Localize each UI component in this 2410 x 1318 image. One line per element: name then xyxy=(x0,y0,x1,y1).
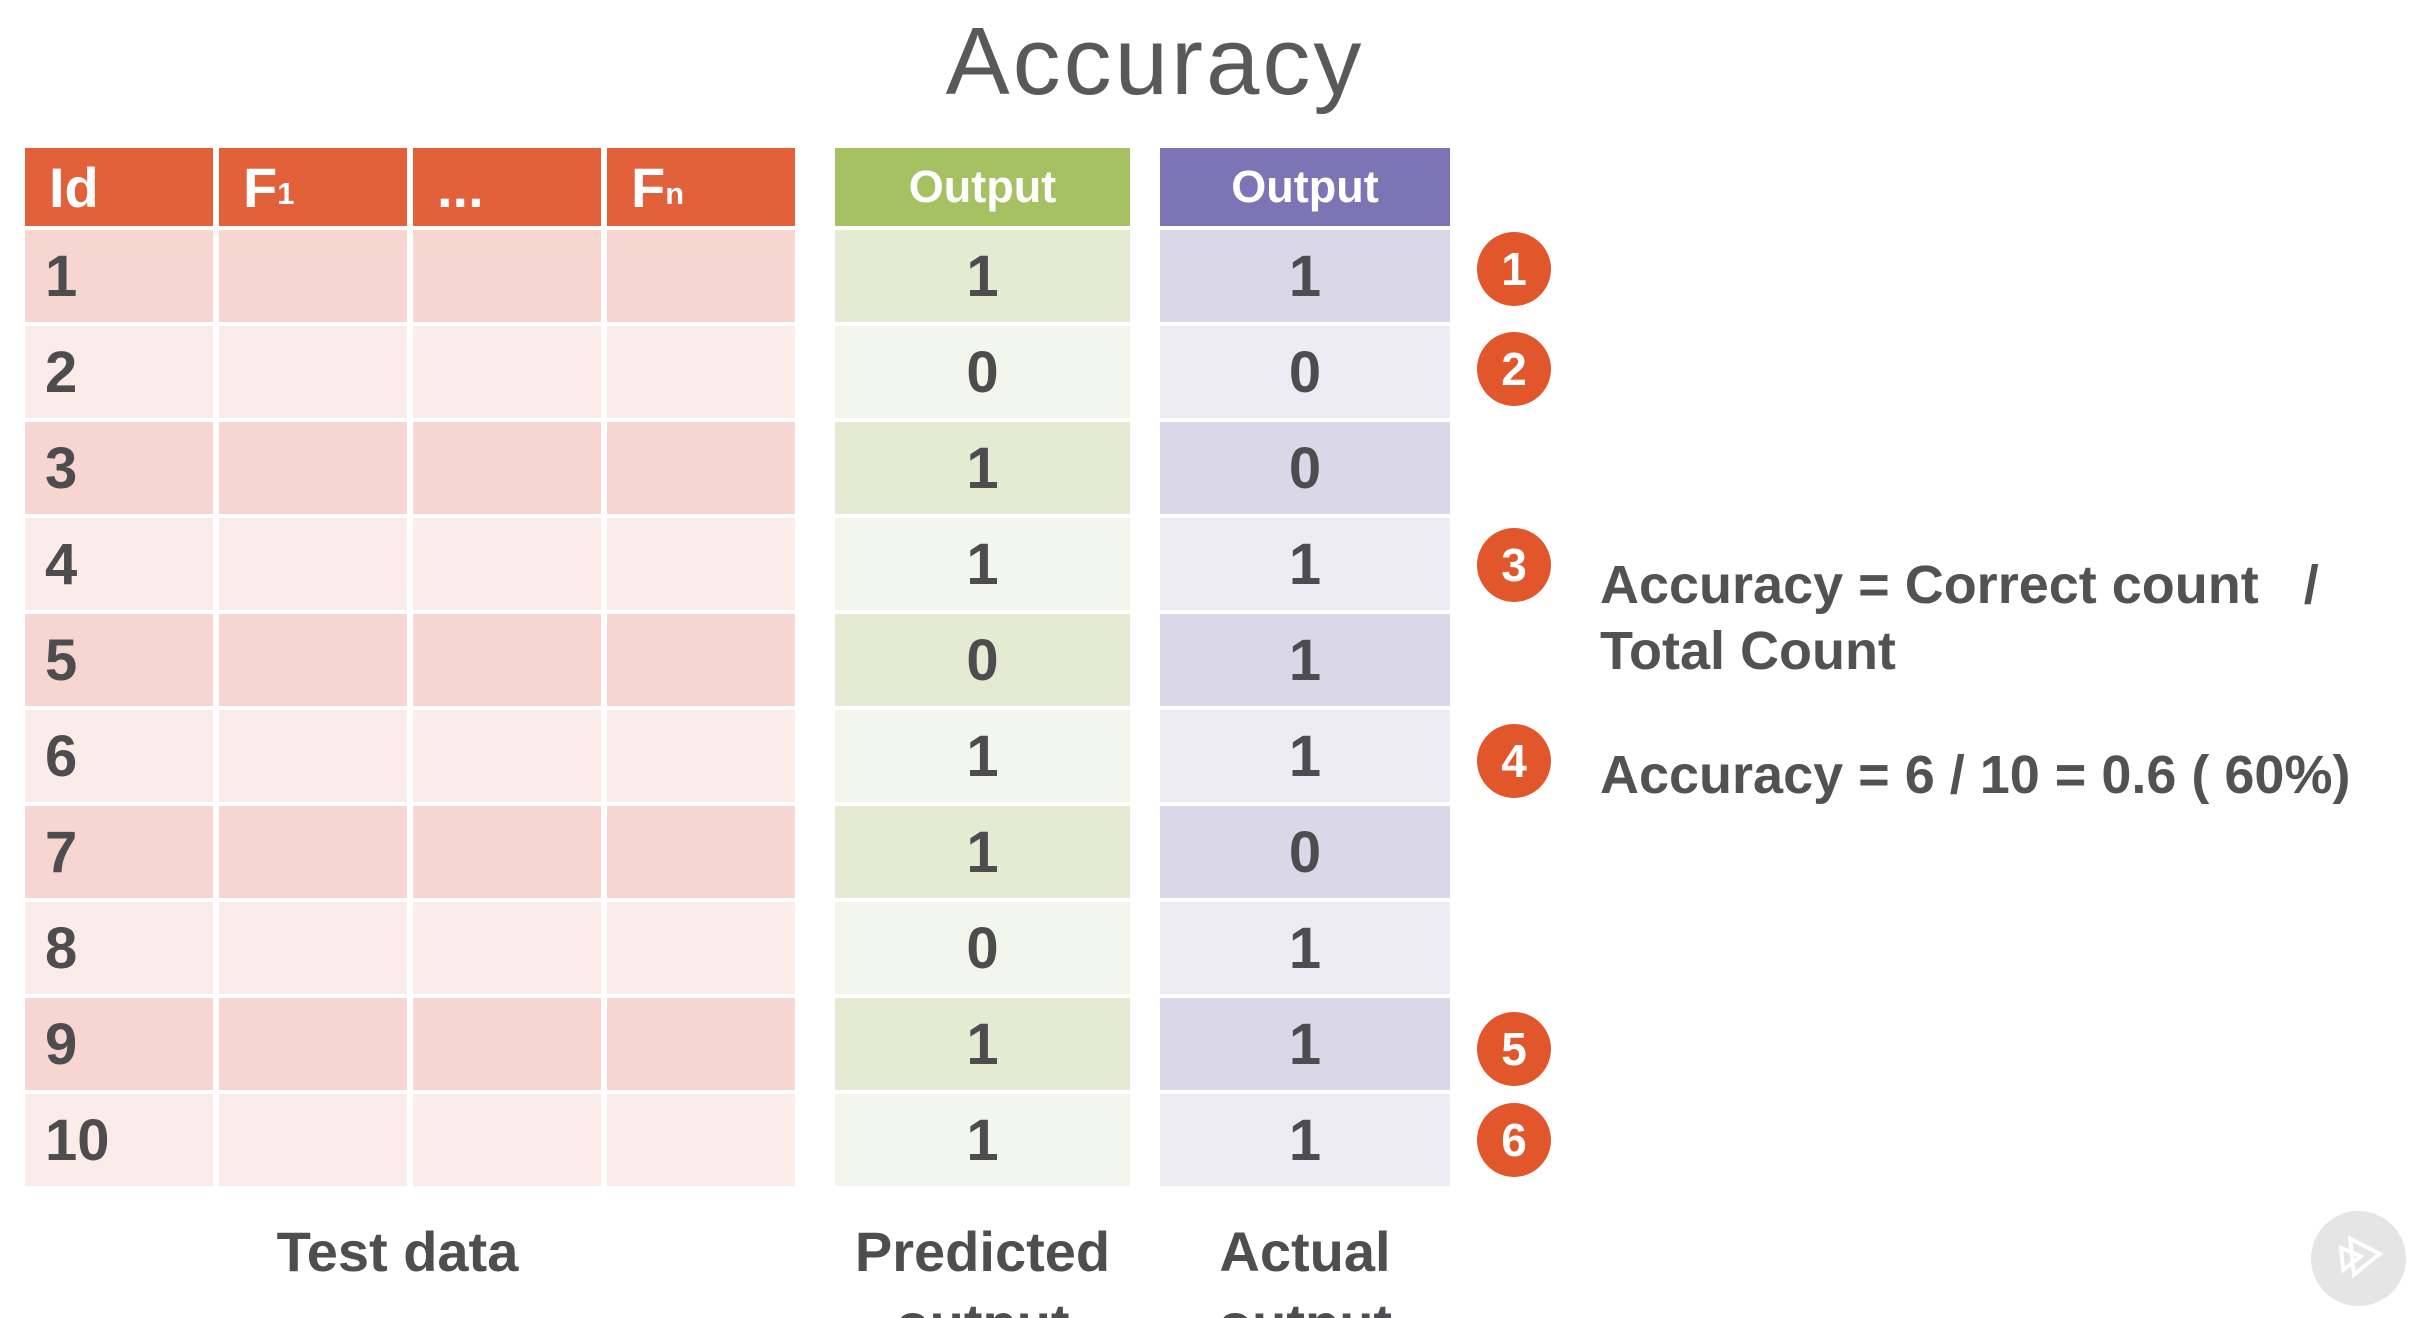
step-marker-1: 1 xyxy=(1477,232,1551,306)
id-cell: 1 xyxy=(25,230,213,322)
feature-cell xyxy=(607,998,795,1090)
feature-cell xyxy=(219,806,407,898)
predicted-value: 1 xyxy=(835,518,1130,610)
play-button[interactable] xyxy=(2311,1211,2406,1306)
predicted-value: 0 xyxy=(835,614,1130,706)
feature-cell xyxy=(413,230,601,322)
test-data-caption: Test data xyxy=(276,1220,519,1283)
id-cell: 3 xyxy=(25,422,213,514)
id-cell: 4 xyxy=(25,518,213,610)
predicted-value: 1 xyxy=(835,806,1130,898)
feature-cell xyxy=(219,518,407,610)
predicted-value: 1 xyxy=(835,422,1130,514)
feature-cell xyxy=(219,710,407,802)
actual-value: 0 xyxy=(1160,326,1450,418)
feature-cell xyxy=(413,518,601,610)
accuracy-formula-line2: Total Count xyxy=(1600,621,1896,681)
feature-cell xyxy=(607,326,795,418)
predicted-value: 0 xyxy=(835,326,1130,418)
feature-cell xyxy=(607,902,795,994)
accuracy-formula-line1: Accuracy = Correct count / xyxy=(1600,555,2319,615)
step-marker-6: 6 xyxy=(1477,1103,1551,1177)
id-cell: 6 xyxy=(25,710,213,802)
step-marker-4: 4 xyxy=(1477,724,1551,798)
feature-cell xyxy=(413,614,601,706)
predicted-value: 1 xyxy=(835,230,1130,322)
actual-value: 1 xyxy=(1160,230,1450,322)
feature-cell xyxy=(413,902,601,994)
feature-cell xyxy=(219,1094,407,1186)
feature-cell xyxy=(607,614,795,706)
id-cell: 5 xyxy=(25,614,213,706)
feature-cell xyxy=(219,326,407,418)
predicted-output-header: Output xyxy=(835,148,1130,226)
id-cell: 7 xyxy=(25,806,213,898)
predicted-value: 1 xyxy=(835,710,1130,802)
actual-value: 1 xyxy=(1160,710,1450,802)
id-cell: 8 xyxy=(25,902,213,994)
predicted-output-caption: Predicted output xyxy=(835,1216,1130,1318)
feature-cell xyxy=(607,806,795,898)
actual-value: 1 xyxy=(1160,1094,1450,1186)
feature-cell xyxy=(413,1094,601,1186)
col-header-ellipsis: ... xyxy=(413,148,601,226)
predicted-value: 1 xyxy=(835,1094,1130,1186)
feature-cell xyxy=(219,902,407,994)
feature-cell xyxy=(607,710,795,802)
feature-cell xyxy=(219,614,407,706)
page-title: Accuracy xyxy=(945,8,1365,115)
actual-output-table: Output 1 0 0 1 1 1 0 1 1 1 xyxy=(1160,148,1450,1186)
step-marker-5: 5 xyxy=(1477,1012,1551,1086)
predicted-output-table: Output 1 0 1 1 0 1 1 0 1 1 xyxy=(835,148,1130,1186)
feature-cell xyxy=(413,806,601,898)
predicted-value: 0 xyxy=(835,902,1130,994)
feature-cell xyxy=(413,326,601,418)
id-cell: 9 xyxy=(25,998,213,1090)
actual-value: 1 xyxy=(1160,998,1450,1090)
step-marker-3: 3 xyxy=(1477,528,1551,602)
predicted-caption-line1: Predicted xyxy=(854,1220,1111,1283)
predicted-value: 1 xyxy=(835,998,1130,1090)
actual-caption-line1: Actual xyxy=(1219,1220,1391,1283)
id-cell: 10 xyxy=(25,1094,213,1186)
feature-cell xyxy=(219,998,407,1090)
predicted-caption-line2: output xyxy=(835,1288,1130,1318)
feature-cell xyxy=(413,998,601,1090)
feature-cell xyxy=(219,422,407,514)
actual-caption-line2: output xyxy=(1160,1288,1450,1318)
actual-value: 0 xyxy=(1160,806,1450,898)
feature-cell xyxy=(607,518,795,610)
feature-cell xyxy=(413,710,601,802)
id-cell: 2 xyxy=(25,326,213,418)
accuracy-result: Accuracy = 6 / 10 = 0.6 ( 60%) xyxy=(1600,745,2351,805)
step-marker-2: 2 xyxy=(1477,332,1551,406)
accuracy-formula: Accuracy = Correct count / Total Count xyxy=(1600,552,2319,684)
actual-value: 1 xyxy=(1160,902,1450,994)
col-header-id: Id xyxy=(25,148,213,226)
feature-cell xyxy=(607,422,795,514)
actual-value: 0 xyxy=(1160,422,1450,514)
feature-cell xyxy=(607,1094,795,1186)
actual-output-caption: Actual output xyxy=(1160,1216,1450,1318)
actual-value: 1 xyxy=(1160,614,1450,706)
actual-output-header: Output xyxy=(1160,148,1450,226)
play-icon xyxy=(2328,1225,2390,1292)
feature-cell xyxy=(219,230,407,322)
actual-value: 1 xyxy=(1160,518,1450,610)
feature-cell xyxy=(607,230,795,322)
feature-cell xyxy=(413,422,601,514)
